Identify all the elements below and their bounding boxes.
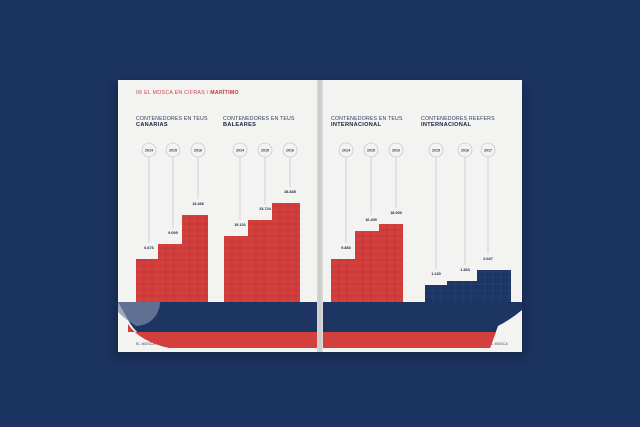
spine-fold [317,80,323,352]
bar-2-2014 [331,259,355,302]
year-label: 2016 [194,148,202,152]
year-circle [480,142,496,158]
value-label: 6.676 [144,246,154,250]
year-label: 2015 [367,148,375,152]
bar-0-2016 [182,215,208,302]
value-label: 1.130 [431,272,441,276]
chart-title-internacional: CONTENEDORES EN TEUS [331,116,403,122]
year-circle [388,142,404,158]
chart-subtitle-baleares: BALEARES [223,122,257,128]
year-label: 2015 [261,148,269,152]
container-grid [136,259,158,302]
header-separator: / [206,90,209,96]
bar-0-2015 [158,244,182,302]
value-label: 23.724 [259,207,272,211]
container-grid [248,220,272,302]
year-label: 2014 [342,148,350,152]
bar-1-2016 [272,203,300,302]
year-label: 2016 [461,148,469,152]
brochure-spread: 06 EL MOSCA EN CIFRAS / MARÍTIMO CONTENE… [118,80,522,352]
header-section: 06 EL MOSCA EN CIFRAS [136,90,205,96]
year-circle [257,142,273,158]
chart-subtitle-internacional: INTERNACIONAL [331,122,382,128]
year-circle [457,142,473,158]
year-label: 2015 [432,148,440,152]
value-label: 16.400 [365,218,377,222]
year-label: 2016 [392,148,400,152]
year-circle [165,142,181,158]
header-current: MARÍTIMO [210,90,239,96]
chart-title-canarias: CONTENEDORES EN TEUS [136,116,208,122]
year-circle [282,142,298,158]
bar-2-2015 [355,231,379,302]
container-grid [158,244,182,302]
year-label: 2017 [484,148,492,152]
bar-3-2016 [447,281,477,302]
container-grid [379,224,403,302]
year-circle [190,142,206,158]
ship-infographic: 2014 6.676 2015 9.009 2016 13.466 2014 19.101 20… [118,142,522,348]
hull-bow-circle [118,302,160,326]
year-label: 2016 [286,148,294,152]
container-grid [224,236,248,302]
bar-1-2014 [224,236,248,302]
container-grid [182,215,208,302]
year-label: 2014 [145,148,153,152]
value-label: 19.101 [234,223,246,227]
container-grid [425,285,447,302]
page-header: 06 EL MOSCA EN CIFRAS / MARÍTIMO [136,90,239,96]
value-label: 28.845 [284,190,296,194]
hull-red-left [128,324,317,348]
value-label: 13.466 [192,202,204,206]
year-label: 2015 [169,148,177,152]
year-circle [232,142,248,158]
chart-subtitle-reefers: INTERNACIONAL [421,122,472,128]
bar-1-2015 [248,220,272,302]
value-label: 2.047 [483,257,493,261]
ship-hull [118,302,522,348]
hull-red-right [323,332,496,348]
value-label: 18.000 [390,211,402,215]
year-circle [363,142,379,158]
bar-3-2017 [477,270,511,302]
value-label: 9.009 [168,231,178,235]
footer-left: EL MOSCA [136,342,155,346]
container-grid [447,281,477,302]
chart-title-reefers: CONTENEDORES REEFERS [421,116,495,122]
year-label: 2014 [236,148,244,152]
footer-right: EL MOSCA [489,342,508,346]
value-label: 1.363 [460,268,470,272]
container-grid [272,203,300,302]
year-circle [428,142,444,158]
container-grid [355,231,379,302]
container-grid [331,259,355,302]
value-label: 9.883 [341,246,351,250]
year-circle [338,142,354,158]
bar-0-2014 [136,259,158,302]
bar-3-2015 [425,285,447,302]
year-circle [141,142,157,158]
chart-title-baleares: CONTENEDORES EN TEUS [223,116,295,122]
container-grid [477,270,511,302]
chart-subtitle-canarias: CANARIAS [136,122,168,128]
bar-2-2016 [379,224,403,302]
